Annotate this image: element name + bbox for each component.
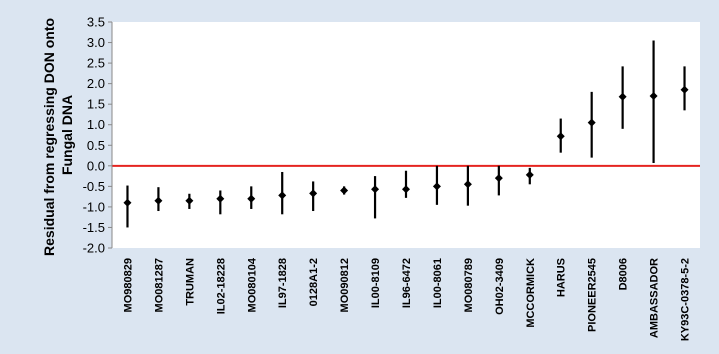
x-category-label: HARUS — [556, 258, 568, 297]
y-tick-label: 3.0 — [87, 35, 105, 50]
data-point — [649, 91, 658, 100]
data-point — [278, 191, 287, 200]
x-category-label: KY93C-0378-5-2 — [680, 258, 692, 341]
data-point — [123, 198, 132, 207]
data-point — [618, 92, 627, 101]
data-point — [494, 174, 503, 183]
y-tick-label: 1.0 — [87, 117, 105, 132]
y-tick-label: 1.5 — [87, 97, 105, 112]
data-point — [402, 185, 410, 194]
x-category-label: D8006 — [618, 258, 630, 290]
data-point — [432, 182, 441, 191]
data-point — [309, 189, 318, 198]
x-category-label: MO081287 — [153, 258, 165, 312]
data-point — [587, 118, 596, 127]
x-category-label: IL02-18228 — [215, 258, 227, 314]
data-point — [463, 180, 472, 189]
y-tick-label: 2.5 — [87, 56, 105, 71]
x-category-label: MCCORMICK — [525, 258, 537, 328]
x-category-label: IL00-8061 — [432, 258, 444, 308]
x-category-label: TRUMAN — [184, 258, 196, 306]
data-point — [185, 196, 194, 205]
y-tick-label: -1.5 — [83, 220, 105, 235]
y-tick-label: 0.0 — [87, 158, 105, 173]
x-category-label: AMBASSADOR — [649, 258, 661, 338]
data-point — [680, 85, 689, 94]
y-tick-label: 2.0 — [87, 76, 105, 91]
y-tick-label: -0.5 — [83, 179, 105, 194]
y-axis-title-line2: Fungal DNA — [59, 95, 75, 175]
x-category-label: OH02-3409 — [494, 258, 506, 315]
y-tick-label: 3.5 — [87, 15, 105, 30]
x-category-label: IL97-1828 — [277, 258, 289, 308]
x-category-label: IL96-6472 — [401, 258, 413, 308]
y-axis-title-line1: Residual from regressing DON onto — [41, 18, 57, 256]
y-tick-label: 0.5 — [87, 138, 105, 153]
x-category-label: MO080789 — [463, 258, 475, 312]
y-tick-label: -1.0 — [83, 199, 105, 214]
x-category-label: MO090812 — [339, 258, 351, 312]
data-point — [216, 194, 225, 203]
y-axis-title: Residual from regressing DON onto Fungal… — [41, 14, 75, 256]
x-category-label: IL00-8109 — [370, 258, 382, 308]
data-point — [340, 186, 349, 195]
x-category-label: MO980829 — [122, 258, 134, 312]
data-point — [371, 185, 380, 194]
data-point — [247, 194, 256, 203]
x-category-label: MO080104 — [246, 257, 258, 312]
plot-area — [112, 22, 700, 248]
x-category-label: 0128A1-2 — [308, 258, 320, 306]
x-category-label: PIONEER2545 — [587, 258, 599, 332]
data-point — [154, 196, 163, 205]
data-point — [556, 132, 565, 141]
data-point — [525, 170, 534, 179]
y-tick-label: -2.0 — [83, 241, 105, 256]
